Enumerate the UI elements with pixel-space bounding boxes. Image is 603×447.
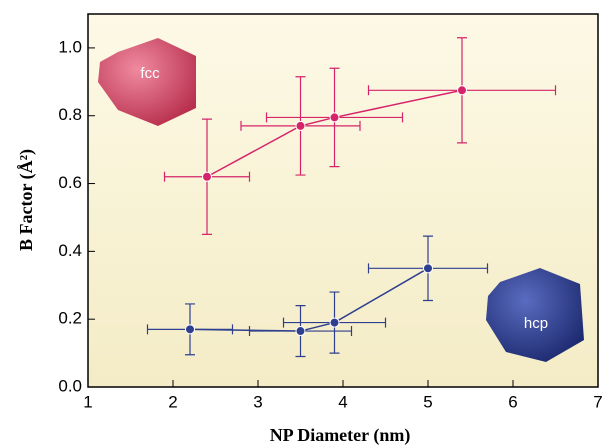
point [185,324,195,335]
x-tick-label: 1 [83,392,92,411]
y-tick-label: 0.0 [58,376,82,395]
x-tick-label: 7 [593,392,602,411]
y-tick-label: 0.6 [58,173,82,192]
y-tick-label: 0.4 [58,241,82,260]
x-tick-label: 2 [168,392,177,411]
x-tick-label: 5 [423,392,432,411]
x-tick-label: 3 [253,392,262,411]
y-tick-label: 0.8 [58,105,82,124]
fcc-particle [98,38,196,126]
y-axis-label: B Factor (Å²) [16,149,37,251]
x-tick-label: 4 [338,392,347,411]
point [329,317,340,328]
point [423,263,433,274]
y-tick-label: 1.0 [58,37,82,56]
point [295,120,306,131]
x-tick-label: 6 [508,392,517,411]
point [295,326,306,337]
annotation: fcc [140,65,160,82]
y-tick-label: 0.2 [58,309,82,328]
annotation: hcp [524,315,548,332]
point [202,171,212,182]
hcp-particle [486,268,584,362]
point [329,112,340,123]
x-axis-label: NP Diameter (nm) [270,425,411,446]
point [457,85,467,96]
series-line [206,89,463,178]
series-line [189,267,429,332]
